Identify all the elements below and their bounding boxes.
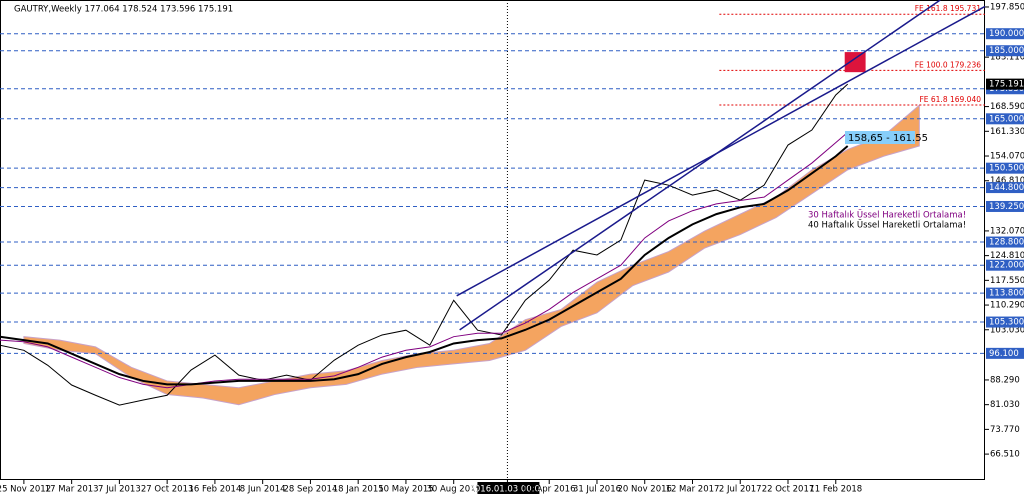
level-label-bg — [986, 259, 1024, 271]
x-tick-label: 12 Mar 2017 — [666, 485, 720, 495]
x-tick-label: 31 Jul 2016 — [573, 485, 621, 495]
x-tick-label: 7 Jul 2013 — [98, 485, 141, 495]
zone-label: 158,65 - 161.55 — [848, 133, 928, 144]
level-label-bg — [986, 347, 1024, 359]
level-label-bg — [986, 287, 1024, 299]
level-label-bg — [986, 236, 1024, 248]
zone-box — [844, 52, 866, 73]
x-tick-highlight — [477, 482, 540, 494]
y-tick-label: 73.770 — [990, 425, 1020, 435]
level-label: 128.800 — [989, 238, 1024, 248]
y-tick-label: 88.290 — [990, 375, 1020, 385]
x-tick-label: 22 Oct 2017 — [762, 485, 815, 495]
x-tick-label: 8 Jun 2014 — [240, 485, 286, 495]
x-tick-label: 30 Aug 2015 — [426, 485, 480, 495]
level-label-bg — [986, 316, 1024, 328]
x-tick-label: 11 Feb 2018 — [809, 485, 862, 495]
level-label: 185.000 — [989, 46, 1024, 56]
y-tick-label: 132.070 — [990, 226, 1024, 236]
level-label: 113.800 — [989, 289, 1024, 299]
level-label-bg — [986, 162, 1024, 174]
level-label: 122.000 — [989, 261, 1024, 271]
y-tick-label: 66.510 — [990, 450, 1020, 460]
plot-frame — [0, 0, 985, 480]
level-label: 144.800 — [989, 183, 1024, 193]
x-tick-label: 17 Mar 2013 — [45, 485, 99, 495]
x-tick-label: 16 Feb 2014 — [188, 485, 241, 495]
level-label-bg — [986, 28, 1024, 40]
level-label-bg — [986, 182, 1024, 194]
level-label: 139.250 — [989, 202, 1024, 212]
y-tick-label: 124.810 — [990, 251, 1024, 261]
y-tick-label: 168.590 — [990, 102, 1024, 112]
level-label-bg — [986, 113, 1024, 125]
fe-label: FE 61.8 169.040 — [919, 95, 981, 104]
x-tick-label: 25 Nov 2012 — [0, 485, 51, 495]
moving-average — [0, 132, 849, 389]
level-label: 150.500 — [989, 164, 1024, 174]
y-tick-label: 81.030 — [990, 400, 1020, 410]
y-tick-label: 103.030 — [990, 325, 1024, 335]
legend-entry: 40 Haftalık Üssel Hareketli Ortalama! — [808, 220, 966, 231]
fe-label: FE 100.0 179.236 — [915, 60, 982, 69]
trendline — [459, 0, 941, 331]
legend-entry: 30 Haftalık Üssel Hareketli Ortalama! — [808, 210, 966, 221]
y-tick-label: 183.110 — [990, 53, 1024, 63]
price-line — [0, 83, 849, 406]
x-tick-label: 27 Oct 2013 — [141, 485, 194, 495]
x-tick-label: 18 Jan 2015 — [333, 485, 384, 495]
x-tick-label: 2 Jul 2017 — [719, 485, 762, 495]
ichimoku-cloud — [23, 104, 920, 406]
fe-label: FE 161.8 195.731 — [915, 4, 982, 13]
last-price-label: 175.191 — [989, 80, 1024, 90]
level-label-bg — [986, 200, 1024, 212]
zone-label-bg — [845, 131, 915, 144]
x-tick-label: 28 Sep 2014 — [283, 485, 337, 495]
level-label: 96.100 — [989, 349, 1019, 359]
chart-title: GAUTRY,Weekly 177.064 178.524 173.596 17… — [14, 5, 233, 15]
y-tick-label: 161.330 — [990, 127, 1024, 137]
y-tick-label: 146.810 — [990, 176, 1024, 186]
level-label: 105.300 — [989, 318, 1024, 328]
level-label-bg — [986, 45, 1024, 57]
x-tick-label: 2016.01.03 00:00 — [469, 485, 545, 495]
y-tick-label: 154.070 — [990, 152, 1024, 162]
moving-average — [0, 145, 849, 386]
level-label: 165.000 — [989, 114, 1024, 124]
x-tick-label: 10 May 2015 — [378, 485, 433, 495]
level-label: 190.000 — [989, 29, 1024, 39]
y-tick-label: 197.850 — [990, 2, 1024, 12]
x-tick-label: 20 Nov 2016 — [618, 485, 672, 495]
y-tick-label: 110.290 — [990, 301, 1024, 311]
y-tick-label: 117.550 — [990, 276, 1024, 286]
last-price-bg — [986, 78, 1024, 90]
x-tick-label: 10 Apr 2016 — [523, 485, 576, 495]
